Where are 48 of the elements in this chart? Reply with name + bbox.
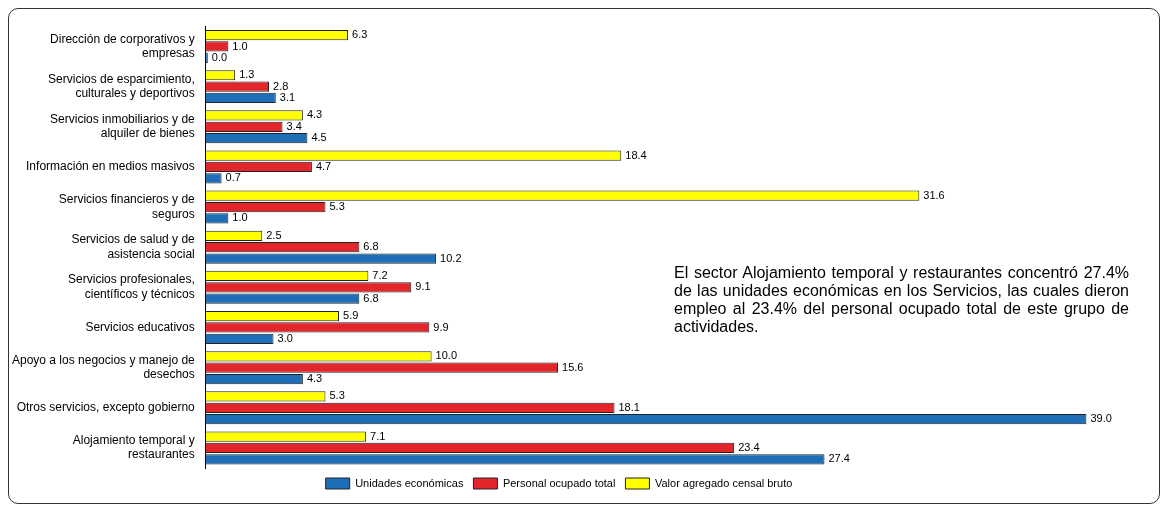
y-tick-label: Servicios financieros y de seguros xyxy=(58,192,196,221)
data-label: 39.0 xyxy=(1090,412,1112,425)
data-label: 31.6 xyxy=(923,188,945,201)
data-label: 4.3 xyxy=(306,108,323,121)
data-label: 3.0 xyxy=(277,331,293,344)
y-tick-label: Apoyo a los negocios y manejo de desechos xyxy=(11,352,196,382)
data-label: 7.1 xyxy=(370,429,386,442)
data-label: 23.4 xyxy=(738,440,760,453)
data-label: 2.8 xyxy=(273,79,289,92)
y-tick-label: Servicios de salud y de asistencia social xyxy=(71,232,196,261)
y-tick-label: Servicios educativos xyxy=(85,319,195,334)
data-label: 4.5 xyxy=(311,131,327,144)
data-label: 9.9 xyxy=(433,320,449,333)
data-label: 1.0 xyxy=(232,211,248,224)
data-label: 7.2 xyxy=(372,269,388,281)
data-label: 18.1 xyxy=(618,400,640,413)
data-label: 6.8 xyxy=(363,291,379,304)
data-label: 3.1 xyxy=(279,91,296,104)
data-label: 5.3 xyxy=(329,200,345,213)
data-label: 4.3 xyxy=(306,372,323,385)
data-label: 10.0 xyxy=(435,349,458,362)
data-label: 15.6 xyxy=(562,360,584,373)
legend-label: Valor agregado censal bruto xyxy=(654,476,793,489)
data-label: 5.9 xyxy=(343,309,359,322)
data-label: 3.4 xyxy=(286,119,302,132)
legend-label: Unidades económicas xyxy=(355,476,464,489)
data-label: 0.0 xyxy=(211,50,228,63)
data-label: 18.4 xyxy=(625,148,647,161)
y-tick-label: Servicios de esparcimiento, culturales y deportivos xyxy=(48,71,195,101)
data-label: 4.7 xyxy=(315,159,332,172)
data-label: 2.5 xyxy=(266,228,282,241)
data-label: 9.1 xyxy=(415,280,431,293)
y-tick-label: Información en medios masivos xyxy=(26,159,195,174)
data-label: 6.8 xyxy=(363,240,379,253)
data-label: 27.4 xyxy=(828,452,850,465)
data-label: 1.3 xyxy=(239,68,255,81)
annotation: El sector Alojamiento temporal y restaurantes concentró 27.4% de las unidades económicas en los Servicios, las cuales dieron empleo al 23.4% del personal ocupado total de este grupo de actividades. xyxy=(674,264,1129,336)
y-tick-label: Dirección de corporativos y empresas xyxy=(50,31,195,60)
data-label: 6.3 xyxy=(352,28,368,41)
y-tick-label: Otros servicios, excepto gobierno xyxy=(16,400,196,415)
y-tick-label: Servicios profesionales, científicos y técnicos xyxy=(68,272,195,301)
data-label: 5.3 xyxy=(329,389,345,402)
data-label: 10.2 xyxy=(440,251,462,264)
legend-label: Personal ocupado total xyxy=(502,476,616,489)
data-label: 0.7 xyxy=(225,171,241,184)
data-label: 1.0 xyxy=(232,39,248,52)
y-tick-label: Servicios inmobiliarios y de alquiler de bienes xyxy=(50,111,196,141)
y-tick-label: Alojamiento temporal y restaurantes xyxy=(72,433,195,462)
